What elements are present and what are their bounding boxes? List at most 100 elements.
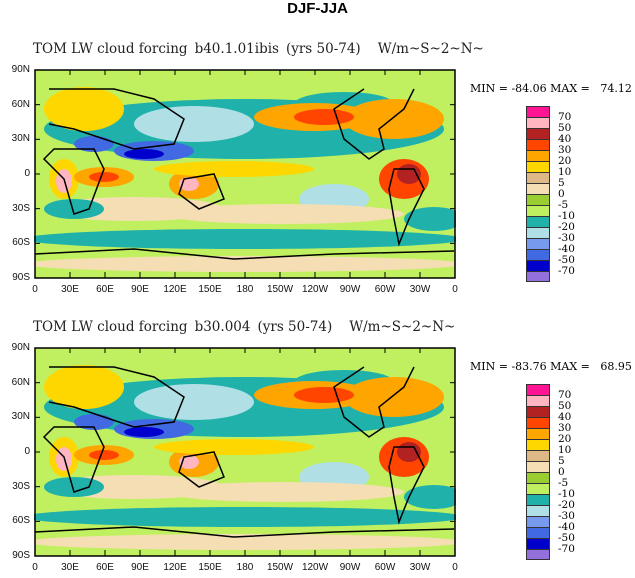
contour-region <box>44 87 124 131</box>
lat-label: 60S <box>12 515 30 527</box>
colorbar-swatch <box>526 384 550 395</box>
lon-label: 30W <box>409 562 431 573</box>
coastline <box>388 168 425 247</box>
colorbar-label: -10 <box>558 209 575 222</box>
lon-label: 30E <box>61 562 79 573</box>
colorbar-swatch <box>526 494 550 505</box>
colorbar-label: -5 <box>558 476 569 489</box>
contour-map <box>34 69 456 279</box>
colorbar-label: 0 <box>558 187 565 200</box>
lon-label: 0 <box>452 562 458 573</box>
lon-label: 60W <box>374 562 396 573</box>
contour-region <box>34 256 456 272</box>
lat-label: 90S <box>12 550 30 561</box>
lat-label: 90S <box>12 272 30 283</box>
colorbar-label: 5 <box>558 176 565 189</box>
colorbar-swatch <box>526 172 550 183</box>
panel-title: TOM LW cloud forcing b30.004 (yrs 50-74) W/… <box>33 319 455 335</box>
colorbar-label: 50 <box>558 121 572 134</box>
coastline <box>388 446 425 525</box>
colorbar-label: -10 <box>558 487 575 500</box>
colorbar-swatch <box>526 150 550 161</box>
lon-label: 120E <box>163 284 187 295</box>
coastline <box>333 366 415 438</box>
contour-region <box>397 164 421 184</box>
lon-label: 60W <box>374 284 396 295</box>
contour-region <box>89 172 119 182</box>
lon-label: 60E <box>96 284 114 295</box>
contour-region <box>134 384 254 420</box>
colorbar-swatch <box>526 183 550 194</box>
colorbar-swatch <box>526 216 550 227</box>
contour-region <box>294 387 354 403</box>
contour-region <box>74 136 114 152</box>
contour-region <box>404 207 456 231</box>
coastline <box>42 426 105 493</box>
lat-label: 60S <box>12 237 30 249</box>
colorbar-swatch <box>526 406 550 417</box>
contour-region <box>344 99 444 139</box>
lon-label: 150E <box>198 562 222 573</box>
panel-years: (yrs 50-74) <box>257 319 333 335</box>
colorbar-label: 20 <box>558 154 572 167</box>
lon-label: 150E <box>198 284 222 295</box>
lat-label: 90N <box>11 64 30 75</box>
lon-label: 30E <box>61 284 79 295</box>
lon-label: 0 <box>32 562 38 573</box>
colorbar-swatch <box>526 461 550 472</box>
coastline <box>178 451 225 488</box>
lat-label: 0 <box>24 446 30 457</box>
colorbar-label: -50 <box>558 253 575 266</box>
panel-case-name: b30.004 <box>194 319 251 335</box>
contour-region <box>44 477 104 497</box>
colorbar-swatch <box>526 450 550 461</box>
colorbar-swatch <box>526 249 550 260</box>
lon-label: 120E <box>163 562 187 573</box>
lat-label: 60N <box>11 376 30 388</box>
colorbar-label: 70 <box>558 388 572 401</box>
lat-label: 30S <box>12 480 30 492</box>
coastline <box>34 526 455 538</box>
colorbar <box>526 384 550 560</box>
lat-label: 60N <box>11 98 30 110</box>
panel-years: (yrs 50-74) <box>285 41 361 57</box>
colorbar-swatch <box>526 227 550 238</box>
lon-label: 0 <box>32 284 38 295</box>
contour-region <box>154 439 314 455</box>
contour-region <box>34 534 456 550</box>
lon-label: 90W <box>339 562 361 573</box>
colorbar-swatch <box>526 117 550 128</box>
colorbar-swatch <box>526 428 550 439</box>
lon-label: 90E <box>131 562 149 573</box>
colorbar-label: 50 <box>558 399 572 412</box>
lon-label: 90E <box>131 284 149 295</box>
lat-label: 90N <box>11 342 30 353</box>
panel-title: TOM LW cloud forcing b40.1.01ibis (yrs 50-… <box>33 41 484 57</box>
min-max-readout: MIN = -83.76 MAX = 68.95 <box>470 360 632 373</box>
lon-label: 30W <box>409 284 431 295</box>
lon-label: 150W <box>266 284 294 295</box>
colorbar-swatch <box>526 260 550 271</box>
colorbar-label: 30 <box>558 143 572 156</box>
coastline <box>42 148 105 215</box>
lon-label: 0 <box>452 284 458 295</box>
lon-label: 60E <box>96 562 114 573</box>
contour-region <box>397 442 421 462</box>
lat-label: 0 <box>24 168 30 179</box>
colorbar-label: -20 <box>558 498 575 511</box>
contour-map <box>34 347 456 557</box>
panel-variable-title: TOM LW cloud forcing <box>33 41 188 57</box>
colorbar <box>526 106 550 282</box>
coastline <box>48 88 185 150</box>
colorbar-swatch <box>526 505 550 516</box>
contour-region <box>44 365 124 409</box>
colorbar-swatch <box>526 271 550 282</box>
lon-label: 180 <box>236 562 254 573</box>
coastline <box>34 248 455 260</box>
contour-region <box>44 199 104 219</box>
colorbar-swatch <box>526 439 550 450</box>
colorbar-swatch <box>526 106 550 117</box>
colorbar-label: 10 <box>558 165 572 178</box>
colorbar-label: 5 <box>558 454 565 467</box>
contour-region <box>74 414 114 430</box>
